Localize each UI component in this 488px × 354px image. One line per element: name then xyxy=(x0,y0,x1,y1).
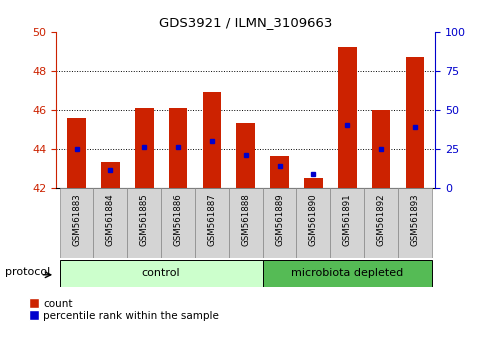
FancyBboxPatch shape xyxy=(296,188,329,258)
Text: GSM561891: GSM561891 xyxy=(342,193,351,246)
Bar xyxy=(236,124,255,188)
Text: microbiota depleted: microbiota depleted xyxy=(290,268,403,279)
FancyBboxPatch shape xyxy=(262,260,431,287)
FancyBboxPatch shape xyxy=(397,188,431,258)
FancyBboxPatch shape xyxy=(161,188,195,258)
FancyBboxPatch shape xyxy=(127,188,161,258)
FancyBboxPatch shape xyxy=(60,260,262,287)
Bar xyxy=(304,178,322,188)
Bar xyxy=(135,108,153,188)
Title: GDS3921 / ILMN_3109663: GDS3921 / ILMN_3109663 xyxy=(159,16,332,29)
Text: GSM561887: GSM561887 xyxy=(207,193,216,246)
Text: GSM561888: GSM561888 xyxy=(241,193,250,246)
Text: protocol: protocol xyxy=(5,267,50,277)
Text: GSM561892: GSM561892 xyxy=(376,193,385,246)
FancyBboxPatch shape xyxy=(262,188,296,258)
Bar xyxy=(270,156,288,188)
Text: control: control xyxy=(142,268,180,279)
Bar xyxy=(101,162,120,188)
Text: GSM561889: GSM561889 xyxy=(274,193,284,246)
Text: GSM561890: GSM561890 xyxy=(308,193,317,246)
Text: GSM561886: GSM561886 xyxy=(173,193,182,246)
FancyBboxPatch shape xyxy=(228,188,262,258)
FancyBboxPatch shape xyxy=(93,188,127,258)
FancyBboxPatch shape xyxy=(60,188,93,258)
FancyBboxPatch shape xyxy=(364,188,397,258)
FancyBboxPatch shape xyxy=(329,188,364,258)
Text: GSM561884: GSM561884 xyxy=(106,193,115,246)
Bar xyxy=(168,108,187,188)
FancyBboxPatch shape xyxy=(195,188,228,258)
Text: GSM561883: GSM561883 xyxy=(72,193,81,246)
Text: GSM561885: GSM561885 xyxy=(140,193,148,246)
Legend: count, percentile rank within the sample: count, percentile rank within the sample xyxy=(30,299,219,321)
Bar xyxy=(202,92,221,188)
Bar xyxy=(371,110,389,188)
Bar xyxy=(405,57,424,188)
Text: GSM561893: GSM561893 xyxy=(409,193,419,246)
Bar xyxy=(337,47,356,188)
Bar xyxy=(67,118,86,188)
